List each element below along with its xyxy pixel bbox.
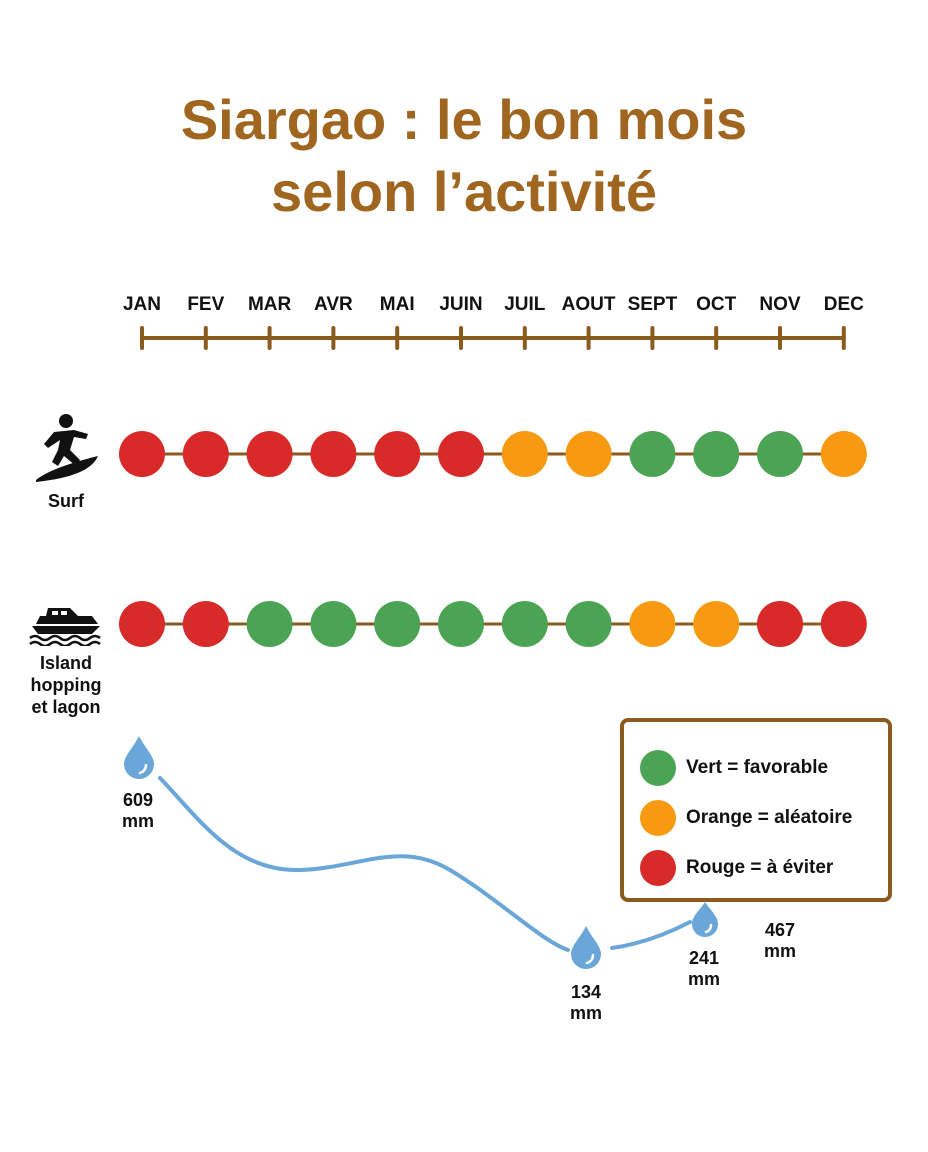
legend-item-green: Vert = favorable (640, 748, 828, 788)
month-label-mai: MAI (379, 294, 415, 315)
page-title: Siargao : le bon mois selon l’activité (0, 84, 928, 228)
activity-label-island-hopping: Island hopping et lagon (16, 652, 116, 718)
rating-dot-juil-green (501, 601, 548, 647)
rainfall-value: 467 (764, 920, 796, 940)
surfer-icon (36, 414, 98, 482)
rating-dot-oct-green (693, 431, 740, 477)
rating-dot-oct-orange (693, 601, 740, 647)
rating-dot-jan-red (119, 431, 165, 477)
rating-dot-mar-green (246, 601, 293, 647)
rating-dot-juin-red (438, 431, 484, 477)
activity-label-line: Island (39, 653, 92, 673)
rainfall-value: 134 (570, 982, 602, 1002)
month-label-juin: JUIN (439, 294, 483, 315)
rainfall-label-aout: 134 mm (556, 982, 616, 1024)
rating-dot-jan-red (119, 601, 165, 647)
legend-label: Rouge = à éviter (686, 857, 834, 878)
rating-dot-mar-red (246, 431, 293, 477)
month-labels: JAN FEV MAR AVR MAI JUIN JUIL AOUT SEPT OCT NOV DEC (0, 0, 928, 315)
legend-item-red: Rouge = à éviter (640, 848, 833, 888)
month-label-avr: AVR (314, 294, 353, 315)
month-label-nov: NOV (759, 294, 801, 315)
rating-dot-nov-red (757, 601, 803, 647)
rainfall-label-jan: 609 mm (108, 790, 168, 832)
rainfall-unit: mm (121, 811, 154, 831)
legend-item-orange: Orange = aléatoire (640, 798, 852, 838)
rating-dot-nov-green (757, 431, 803, 477)
rainfall-label-nov: 467 mm (750, 920, 810, 962)
rating-dot-avr-red (310, 431, 357, 477)
rainfall-line (158, 776, 692, 952)
title-line-2: selon l’activité (271, 160, 657, 223)
legend-swatch-red (640, 850, 676, 886)
month-label-jan: JAN (122, 294, 161, 315)
month-label-juil: JUIL (504, 294, 546, 315)
title-line-1: Siargao : le bon mois (180, 88, 748, 151)
rating-dot-fev-red (182, 601, 229, 647)
rating-dot-juin-green (438, 601, 484, 647)
legend: Vert = favorable Orange = aléatoire Roug… (620, 718, 892, 902)
rating-dot-fev-red (182, 431, 229, 477)
month-label-aout: AOUT (561, 294, 616, 315)
rating-dot-mai-red (374, 431, 421, 477)
legend-swatch-orange (640, 800, 676, 836)
rating-dot-aout-orange (565, 431, 612, 477)
legend-swatch-green (640, 750, 676, 786)
legend-label: Vert = favorable (686, 757, 829, 778)
rating-dot-avr-green (310, 601, 357, 647)
rainfall-unit: mm (569, 1003, 602, 1023)
rating-dot-dec-orange (820, 431, 867, 477)
month-label-oct: OCT (696, 294, 737, 315)
raindrop-icon (692, 902, 718, 937)
rating-dot-sept-orange (629, 601, 676, 647)
activity-label-line: hopping (30, 675, 102, 695)
rainfall-label-oct: 241 mm (674, 948, 734, 990)
rainfall-unit: mm (763, 941, 796, 961)
month-label-sept: SEPT (627, 294, 678, 315)
rating-dot-dec-red (820, 601, 867, 647)
rainfall-value: 609 (122, 790, 154, 810)
raindrop-icon (571, 926, 601, 969)
raindrop-icon (124, 736, 154, 779)
rating-dot-mai-green (374, 601, 421, 647)
rainfall-unit: mm (687, 969, 720, 989)
month-label-fev: FEV (187, 294, 225, 315)
activity-label-surf: Surf (48, 491, 84, 511)
activity-label-line: et lagon (31, 697, 101, 717)
rating-dot-juil-orange (501, 431, 548, 477)
rainfall-value: 241 (688, 948, 720, 968)
rating-dot-aout-green (565, 601, 612, 647)
boat-icon (29, 608, 101, 646)
rating-dot-sept-green (629, 431, 676, 477)
legend-label: Orange = aléatoire (686, 807, 853, 828)
month-label-dec: DEC (823, 294, 864, 315)
month-label-mar: MAR (247, 294, 292, 315)
